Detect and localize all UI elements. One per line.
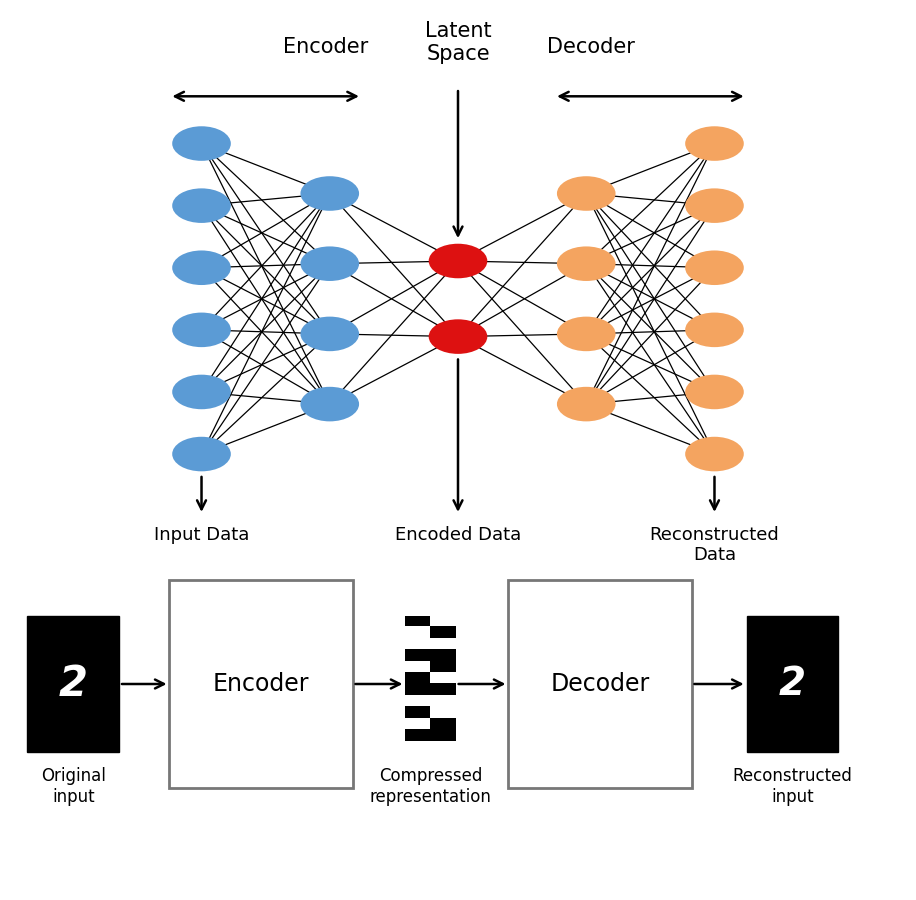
- Circle shape: [300, 317, 359, 351]
- Text: Original
input: Original input: [41, 767, 105, 806]
- Circle shape: [172, 250, 231, 285]
- Text: 2: 2: [779, 665, 806, 703]
- FancyBboxPatch shape: [508, 580, 692, 788]
- Text: 2: 2: [59, 663, 88, 705]
- Text: Compressed
representation: Compressed representation: [369, 767, 492, 806]
- FancyBboxPatch shape: [169, 580, 353, 788]
- Circle shape: [685, 312, 744, 347]
- Text: Latent
Space: Latent Space: [425, 21, 491, 64]
- Circle shape: [557, 176, 616, 211]
- Circle shape: [557, 247, 616, 281]
- Circle shape: [300, 247, 359, 281]
- Text: Encoder: Encoder: [282, 37, 368, 57]
- Text: Encoded Data: Encoded Data: [395, 526, 521, 544]
- Circle shape: [429, 320, 487, 354]
- Circle shape: [685, 126, 744, 161]
- Circle shape: [300, 387, 359, 421]
- Circle shape: [685, 188, 744, 223]
- FancyBboxPatch shape: [27, 616, 119, 752]
- Circle shape: [429, 244, 487, 278]
- Circle shape: [172, 126, 231, 161]
- Circle shape: [557, 387, 616, 421]
- Circle shape: [172, 436, 231, 472]
- Circle shape: [172, 312, 231, 347]
- FancyBboxPatch shape: [747, 616, 838, 752]
- Circle shape: [685, 374, 744, 410]
- Circle shape: [172, 188, 231, 223]
- Text: Decoder: Decoder: [547, 37, 635, 57]
- Text: Input Data: Input Data: [154, 526, 249, 544]
- Text: Decoder: Decoder: [551, 672, 649, 696]
- Text: Reconstructed
Data: Reconstructed Data: [649, 526, 780, 564]
- Circle shape: [685, 436, 744, 472]
- Text: Reconstructed
input: Reconstructed input: [733, 767, 852, 806]
- Circle shape: [685, 250, 744, 285]
- Text: Encoder: Encoder: [213, 672, 310, 696]
- Circle shape: [557, 317, 616, 351]
- Circle shape: [300, 176, 359, 211]
- Circle shape: [172, 374, 231, 410]
